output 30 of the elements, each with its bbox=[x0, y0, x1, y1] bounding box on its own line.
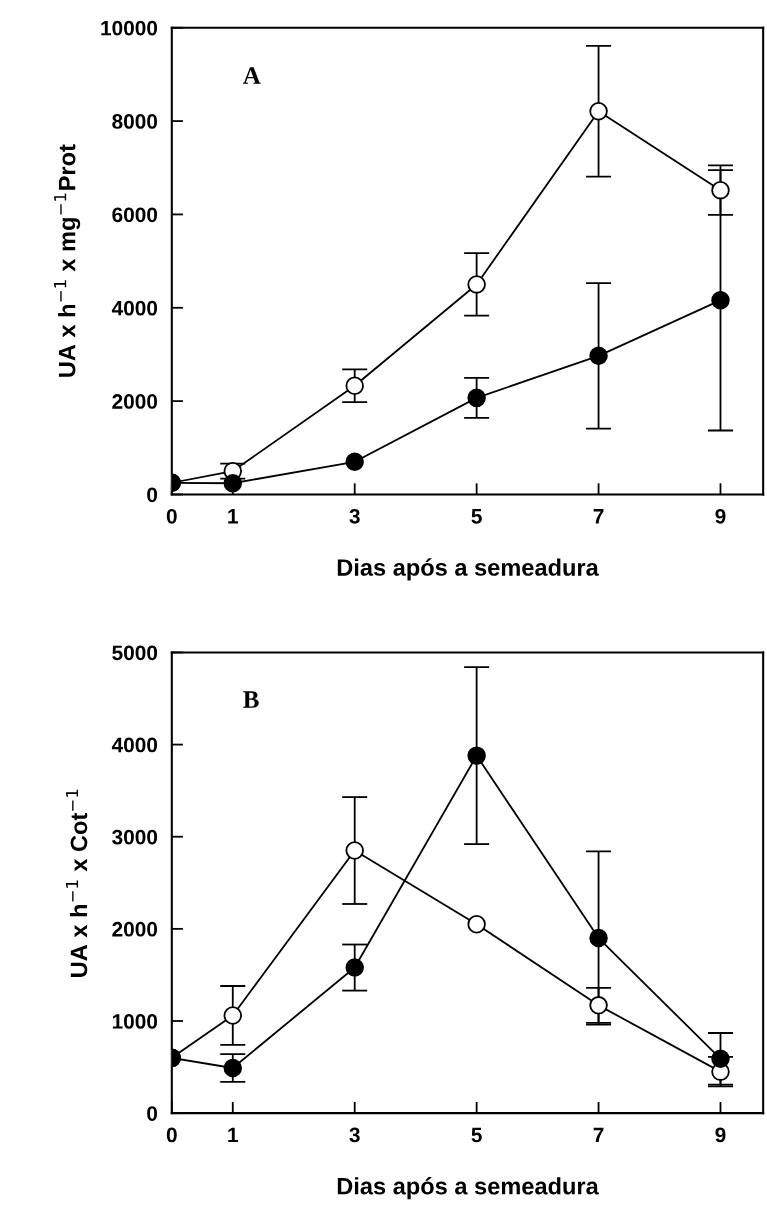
y-axis-title: UA x h$^{−1}$ x Cot$^{−1}$ bbox=[65, 789, 88, 977]
y-tick-label: 8000 bbox=[112, 114, 158, 129]
x-tick-label: 3 bbox=[349, 1127, 360, 1143]
x-tick-label: 0 bbox=[166, 508, 177, 524]
x-axis-title: Dias após a semeadura bbox=[337, 558, 599, 581]
x-tick-label: 9 bbox=[715, 508, 726, 524]
x-axis-title: Dias após a semeadura bbox=[337, 1177, 599, 1200]
y-tick-label: 6000 bbox=[112, 207, 158, 223]
x-tick-label: 0 bbox=[166, 1127, 177, 1143]
y-tick-label: 10000 bbox=[101, 20, 158, 36]
annotation: B bbox=[243, 691, 259, 708]
x-tick-label: 9 bbox=[715, 1127, 726, 1143]
y-tick-label: 0 bbox=[147, 487, 158, 503]
y-tick-label: 3000 bbox=[112, 829, 158, 845]
y-tick-label: 5000 bbox=[112, 645, 158, 661]
x-tick-label: 5 bbox=[471, 509, 482, 524]
annotation: A bbox=[243, 67, 261, 84]
y-tick-label: 4000 bbox=[111, 300, 158, 316]
x-tick-label: 5 bbox=[471, 1127, 482, 1143]
x-tick-label: 7 bbox=[593, 509, 604, 524]
x-tick-label: 1 bbox=[228, 509, 238, 524]
y-axis-title: UA x h$^{−1}$ x mg$^{−1}$Prot bbox=[54, 144, 81, 377]
y-tick-label: 2000 bbox=[112, 921, 158, 937]
y-tick-label: 4000 bbox=[111, 737, 158, 753]
x-tick-label: 1 bbox=[228, 1127, 238, 1143]
x-tick-label: 3 bbox=[349, 508, 360, 524]
y-tick-label: 0 bbox=[147, 1106, 158, 1121]
y-tick-label: 1000 bbox=[112, 1014, 158, 1029]
y-tick-label: 2000 bbox=[112, 394, 158, 409]
x-tick-label: 7 bbox=[593, 1127, 604, 1143]
